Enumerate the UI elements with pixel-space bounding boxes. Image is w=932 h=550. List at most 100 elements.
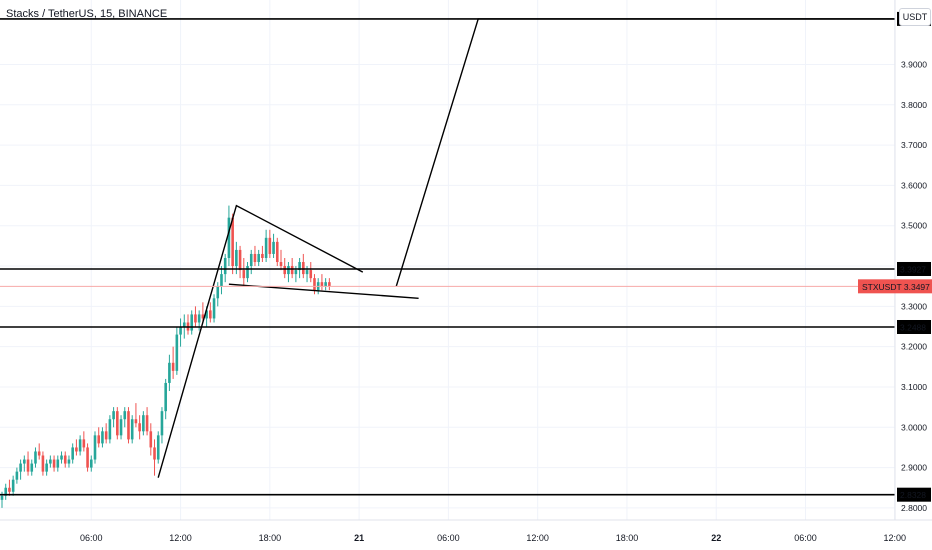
candle-body: [160, 411, 164, 436]
candle-body: [249, 253, 253, 267]
candle-body: [156, 435, 160, 460]
candle-body: [328, 282, 331, 287]
candle-body: [26, 459, 30, 472]
candle-body: [201, 314, 205, 319]
candle-body: [142, 415, 145, 432]
candle-body: [164, 382, 167, 412]
trendline[interactable]: [157, 204, 364, 478]
horizontal-levels[interactable]: [0, 18, 895, 496]
candle-body: [205, 310, 208, 319]
candle-body: [220, 274, 223, 287]
candle-body: [194, 314, 197, 323]
candle-body: [290, 266, 294, 275]
candle-body: [130, 419, 134, 440]
level-price-label-bg: [897, 261, 931, 276]
candle-body: [320, 282, 324, 287]
candle-body: [287, 266, 290, 275]
price-tick-label: 3.5000: [901, 221, 927, 231]
price-axis[interactable]: 2.80002.90003.00003.10003.20003.30003.40…: [894, 0, 932, 550]
level-price-label-bg: [897, 487, 931, 502]
candle-body: [235, 249, 238, 267]
candle-body: [119, 419, 123, 436]
price-tick-label: 3.1000: [901, 382, 927, 392]
candle-body: [268, 237, 272, 254]
candle-body: [283, 266, 287, 275]
candle-body: [97, 435, 101, 444]
candle-body: [41, 455, 45, 472]
candle-body: [298, 262, 301, 271]
chart-grid: [0, 0, 896, 520]
level-price-label: 3.3927: [900, 264, 926, 274]
candle-body: [52, 459, 56, 468]
time-tick-label: 06:00: [80, 533, 103, 543]
candle-body: [279, 262, 283, 267]
price-tick-label: 2.8000: [901, 503, 927, 513]
candle-body: [15, 471, 19, 480]
candle-body: [60, 455, 63, 460]
candle-body: [309, 270, 313, 279]
candle-body: [78, 439, 82, 452]
candle-body: [89, 459, 93, 468]
last-price-tag: STXUSDT 3.3497: [858, 279, 932, 294]
price-tick-label: 3.7000: [901, 140, 927, 150]
price-tick-label: 3.0000: [901, 422, 927, 432]
candle-body: [257, 253, 260, 263]
level-price-label: 3.2488: [900, 322, 926, 332]
candle-body: [37, 451, 41, 456]
candle-body: [238, 249, 242, 271]
last-price-tag-bg: [858, 279, 932, 294]
currency-button[interactable]: USDT: [899, 8, 931, 26]
candle-body: [104, 431, 108, 440]
candle-body: [272, 241, 275, 254]
candle-body: [138, 423, 141, 432]
time-axis-background: [0, 520, 932, 550]
candle-body: [212, 298, 216, 319]
time-tick-label: 12:00: [169, 533, 192, 543]
level-price-label: 2.8328: [900, 490, 926, 500]
candle-body: [275, 241, 279, 263]
trendline[interactable]: [395, 18, 895, 287]
candle-body: [34, 451, 37, 464]
candle-body: [56, 459, 60, 468]
price-tick-label: 3.8000: [901, 100, 927, 110]
candle-body: [264, 237, 268, 258]
level-price-label-bg: [897, 319, 931, 334]
candle-body: [86, 447, 89, 468]
time-tick-label: 06:00: [794, 533, 817, 543]
price-tick-label: 3.9000: [901, 59, 927, 69]
candle-body: [8, 487, 11, 492]
candle-body: [30, 463, 34, 472]
symbol-title: Stacks / TetherUS, 15, BINANCE: [6, 8, 168, 20]
candle-body: [179, 326, 182, 335]
candle-body: [0, 495, 4, 500]
candle-body: [216, 286, 220, 299]
plot-background: [0, 0, 895, 520]
time-tick-label: 18:00: [259, 533, 282, 543]
time-tick-label: 22: [711, 533, 721, 543]
candle-body: [313, 278, 316, 291]
candle-body: [223, 257, 227, 275]
candle-body: [134, 419, 138, 424]
time-tick-label: 12:00: [884, 533, 907, 543]
time-tick-label: 12:00: [526, 533, 549, 543]
candle-body: [145, 415, 149, 432]
candlestick-series: [0, 205, 331, 508]
time-tick-label: 18:00: [616, 533, 639, 543]
candle-body: [324, 282, 327, 287]
candle-body: [246, 266, 249, 279]
candle-body: [190, 314, 194, 331]
candle-body: [242, 270, 246, 279]
time-tick-label: 21: [354, 533, 364, 543]
candle-body: [108, 419, 112, 440]
candle-body: [302, 262, 305, 275]
candle-body: [75, 447, 78, 452]
candle-body: [112, 411, 115, 420]
candle-body: [168, 362, 171, 383]
time-axis[interactable]: 06:00 12:00 18:00 21 06:00 12:00 18:00 22 06:00 1…: [0, 519, 932, 550]
price-tick-label: 3.3000: [901, 301, 927, 311]
candle-body: [11, 479, 15, 492]
candle-body: [116, 411, 119, 436]
candle-body: [253, 253, 257, 263]
candle-body: [4, 487, 8, 496]
